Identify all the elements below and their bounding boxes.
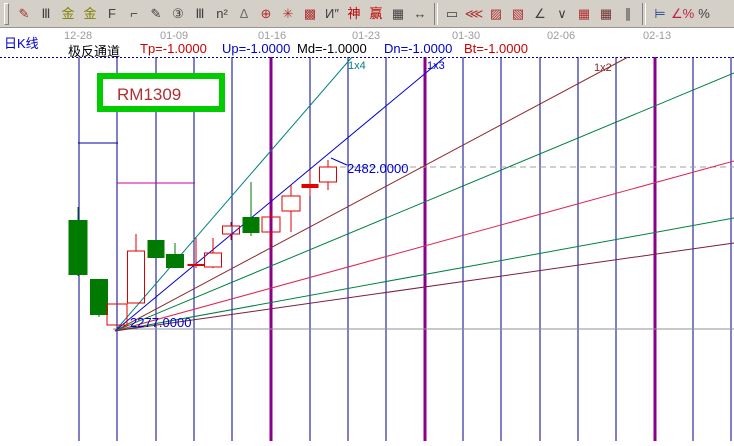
gann-fan-label: 1x4 [348,60,366,72]
candle-up-body [281,195,301,212]
gann-gold-icon[interactable]: 金 [57,2,79,26]
shen-grid-icon[interactable]: 神 [343,2,365,26]
grid-red-icon[interactable]: ▦ [573,2,595,26]
scale-ruler-icon[interactable]: ⊨ [649,2,671,26]
gann-fan-line[interactable] [114,56,629,332]
rect-select-icon[interactable]: ▭ [441,2,463,26]
spider-web-icon[interactable]: ▩ [299,2,321,26]
date-label: 01-30 [452,30,481,42]
candle-down-body [147,240,165,258]
ruler-123-icon[interactable]: ▦ [387,2,409,26]
chart-svg[interactable]: 1x4 1x3 1x2 RM1309 2482.0000 2277.0000 [0,56,734,441]
gann-fan-line[interactable] [114,72,734,332]
tally-lines-icon[interactable]: Ⅲ [35,2,57,26]
candle-up-body [261,216,281,233]
angle-lines-icon[interactable]: ∠ [529,2,551,26]
date-label: 02-06 [547,30,576,42]
candle-up-body [204,252,222,268]
ying-grid-icon[interactable]: 赢 [365,2,387,26]
chart-area[interactable]: 1x4 1x3 1x2 RM1309 2482.0000 2277.0000 [0,56,734,441]
date-label: 01-23 [352,30,381,42]
gann-gold2-icon[interactable]: 金 [79,2,101,26]
date-label: 01-09 [160,30,189,42]
candle-up-body [106,303,128,326]
date-label: 01-16 [258,30,287,42]
info-row: 日K线 12-28 01-09 01-16 01-23 01-30 02-06 02-13 极… [0,28,734,59]
fibonacci-f-icon[interactable]: F [101,2,123,26]
circle-3-icon[interactable]: ③ [167,2,189,26]
candle-up-body [222,225,240,235]
date-label: 12-28 [64,30,93,42]
percent-slope-icon[interactable]: ∠% [671,2,694,26]
circle-target-icon[interactable]: ⊕ [255,2,277,26]
param-bt: Bt=-1.0000 [464,41,528,56]
triangle-a-icon[interactable]: Δ [233,2,255,26]
gann-fan-line[interactable] [114,56,353,332]
indicator-name: 极反通道 [68,44,121,59]
gann-fan-line[interactable] [114,217,734,332]
zigzag-icon[interactable]: ∨ [551,2,573,26]
gann-fan-label: 1x2 [594,62,612,74]
circle-star-icon[interactable]: ✳ [277,2,299,26]
toolbar-separator [434,2,438,25]
draw-line-icon[interactable]: ✎ [13,2,35,26]
candle-up-body [127,250,145,304]
candle-down-body [166,254,184,268]
price-label-high: 2482.0000 [347,161,408,176]
gann-fan-line[interactable] [114,160,734,332]
param-up: Up=-1.0000 [222,41,291,56]
candle-down-body [90,279,108,315]
contract-label-box[interactable] [97,73,225,112]
toolbar-grip[interactable] [4,2,9,25]
gann-fan-icon[interactable]: ⋘ [463,2,485,26]
param-md: Md=-1.0000 [297,41,367,56]
kline-type-label[interactable]: 日K线 [4,36,39,51]
param-dn: Dn=-1.0000 [384,41,453,56]
gann-fan-label: 1x3 [427,60,445,72]
price-label-low: 2277.0000 [130,315,191,330]
date-label: 02-13 [643,30,672,42]
candle-up-body [319,166,337,183]
tally-grid-icon[interactable]: Ⅲ [189,2,211,26]
parallel-lines-icon[interactable]: ∥ [617,2,639,26]
n-squared-icon[interactable]: n² [211,2,233,26]
price-callout-line [330,157,348,166]
percent-icon[interactable]: % [693,2,715,26]
param-tp: Tp=-1.0000 [140,41,207,56]
rays-box-icon[interactable]: ▧ [507,2,529,26]
contract-label: RM1309 [117,85,181,104]
candle-down-body [68,220,88,275]
toolbar-separator [642,2,646,25]
width-measure-icon[interactable]: ↔ [409,2,431,26]
gann-fan-line[interactable] [114,56,446,332]
candle-down-body [242,217,260,233]
kline-mark-icon[interactable]: И″ [321,2,343,26]
pencil-grid-icon[interactable]: ✎ [145,2,167,26]
fan-box-icon[interactable]: ▨ [485,2,507,26]
hook-tool-icon[interactable]: ⌐ [123,2,145,26]
gann-fan-line[interactable] [114,242,734,332]
grid-arrow-icon[interactable]: ▦ [595,2,617,26]
